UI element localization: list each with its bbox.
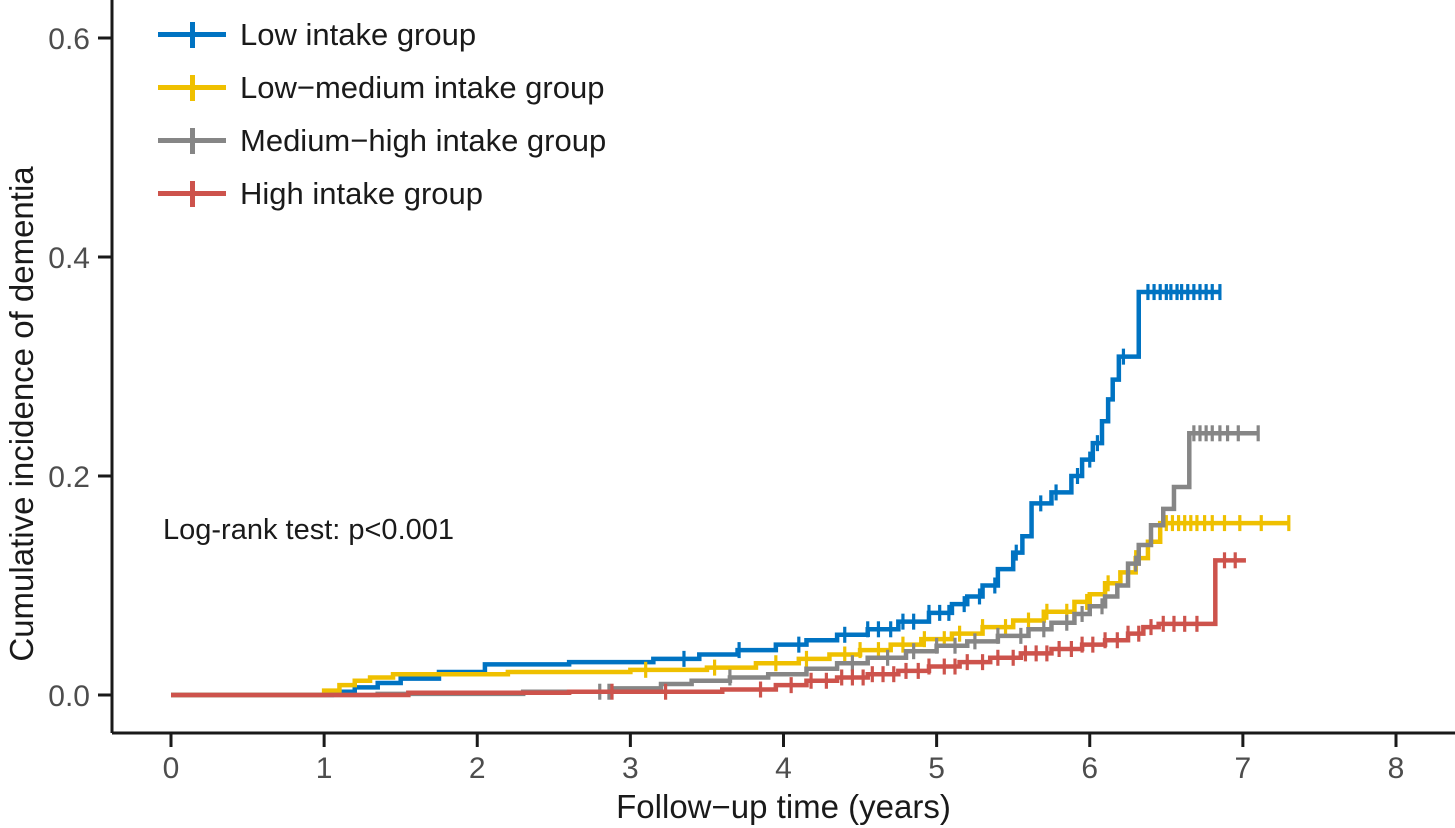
survival-curve (171, 558, 1246, 698)
legend-item: Medium−high intake group (158, 114, 606, 167)
x-tick-label: 1 (316, 752, 333, 785)
legend-item: Low−medium intake group (158, 61, 606, 114)
legend-label: High intake group (240, 175, 483, 211)
legend-item: Low intake group (158, 8, 606, 61)
legend-censor-mark (189, 21, 195, 48)
survival-curve (171, 431, 1259, 698)
legend-label: Low−medium intake group (240, 69, 605, 105)
x-tick-label: 2 (469, 752, 486, 785)
x-axis-label: Follow−up time (years) (616, 788, 951, 825)
x-tick-label: 0 (163, 752, 180, 785)
legend-label: Medium−high intake group (240, 122, 607, 158)
legend-censor-mark (189, 127, 195, 154)
x-tick-label: 3 (622, 752, 639, 785)
survival-curve (171, 289, 1220, 698)
x-tick-label: 4 (775, 752, 792, 785)
logrank-annotation: Log-rank test: p<0.001 (163, 514, 455, 546)
legend-line-cross-icon (158, 74, 226, 101)
y-tick-label: 0.2 (48, 461, 90, 494)
y-axis-label: Cumulative incidence of dementia (3, 166, 40, 662)
legend-line-cross-icon (158, 21, 226, 48)
x-tick-label: 6 (1081, 752, 1098, 785)
legend-censor-mark (189, 74, 195, 101)
legend-item: High intake group (158, 167, 606, 220)
legend-line-cross-icon (158, 127, 226, 154)
x-tick-label: 8 (1388, 752, 1405, 785)
survival-curve (171, 520, 1289, 698)
x-tick-label: 5 (928, 752, 945, 785)
legend-line-cross-icon (158, 180, 226, 207)
legend: Low intake group Low−medium intake group M… (158, 8, 606, 220)
legend-censor-mark (189, 180, 195, 207)
legend-label: Low intake group (240, 16, 477, 52)
y-tick-label: 0.0 (48, 680, 90, 713)
x-tick-label: 7 (1235, 752, 1252, 785)
y-tick-label: 0.4 (48, 242, 90, 275)
y-tick-label: 0.6 (48, 23, 90, 56)
